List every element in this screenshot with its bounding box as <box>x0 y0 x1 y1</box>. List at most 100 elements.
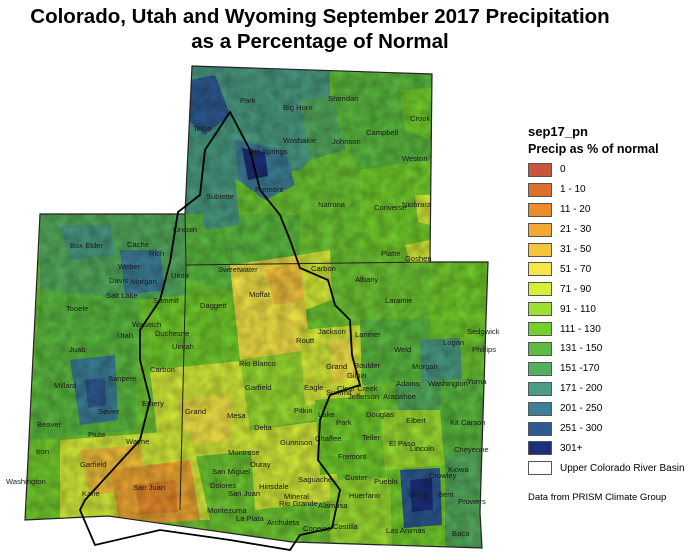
county-label: San Juan <box>133 483 165 492</box>
county-label: Crowley <box>429 471 457 480</box>
county-label: Delta <box>254 423 273 432</box>
legend-label: 111 - 130 <box>560 323 601 335</box>
county-label: Bent <box>438 490 455 499</box>
legend-label: 151 -170 <box>560 363 600 375</box>
county-label: Saguache <box>298 475 332 484</box>
county-label: Piute <box>88 430 105 439</box>
county-label: Beaver <box>37 420 62 429</box>
county-label: Grand <box>326 362 347 371</box>
legend-label: 1 - 10 <box>560 184 586 196</box>
county-label: Converse <box>374 203 407 212</box>
county-label: Rio Grande <box>279 499 318 508</box>
county-label: Archuleta <box>267 518 300 527</box>
county-label: Sanpete <box>108 374 136 383</box>
county-label: Weber <box>118 262 141 271</box>
county-label: Huerfano <box>349 491 380 500</box>
county-label: Lincoln <box>173 225 197 234</box>
county-label: Gunnison <box>280 438 313 447</box>
county-label: Yuma <box>467 377 487 386</box>
county-label: Garfield <box>245 383 272 392</box>
legend-swatch <box>528 162 552 177</box>
legend-item: 51 - 70 <box>528 259 700 279</box>
county-label: Pitkin <box>294 406 313 415</box>
county-label: Park <box>336 418 352 427</box>
county-label: Arapahoe <box>383 392 416 401</box>
map-legend: sep17_pn Precip as % of normal 0 1 - 10 11… <box>528 124 700 478</box>
legend-item: 111 - 130 <box>528 319 700 339</box>
legend-item: 301+ <box>528 438 700 458</box>
county-label: Las Animas <box>386 526 425 535</box>
legend-swatch <box>528 322 552 337</box>
legend-swatch <box>528 282 552 297</box>
county-label: Campbell <box>366 128 398 137</box>
county-label: Emery <box>142 399 164 408</box>
county-label: El Paso <box>389 439 415 448</box>
county-label: Otero <box>409 490 428 499</box>
legend-swatch <box>528 461 552 476</box>
county-label: Baca <box>452 529 470 538</box>
county-label: Tooele <box>66 304 88 313</box>
legend-swatch <box>528 381 552 396</box>
county-label: Sublette <box>206 192 234 201</box>
county-label: Cheyenne <box>454 445 489 454</box>
county-label: Teller <box>362 433 381 442</box>
county-label: Boulder <box>354 361 381 370</box>
legend-label: 171 - 200 <box>560 383 603 395</box>
county-label: Montrose <box>228 448 260 457</box>
legend-label: Upper Colorado River Basin <box>560 462 685 474</box>
county-label: Big Horn <box>283 103 313 112</box>
data-credit: Data from PRISM Climate Group <box>528 492 667 503</box>
legend-label: 201 - 250 <box>560 403 603 415</box>
county-label: Albany <box>355 275 378 284</box>
legend-item: 251 - 300 <box>528 419 700 439</box>
county-label: Salt Lake <box>106 291 138 300</box>
legend-swatch <box>528 341 552 356</box>
county-label: Eagle <box>304 383 323 392</box>
county-label: Washington <box>428 379 468 388</box>
county-label: Weld <box>394 345 411 354</box>
legend-item: 1 - 10 <box>528 180 700 200</box>
county-label: Rich <box>149 249 164 258</box>
legend-item: 171 - 200 <box>528 379 700 399</box>
county-label: Mineral <box>284 492 309 501</box>
legend-swatch <box>528 242 552 257</box>
county-label: Pueblo <box>374 477 398 486</box>
legend-title: Precip as % of normal <box>528 142 659 156</box>
county-label: Millard <box>54 381 76 390</box>
legend-swatch <box>528 202 552 217</box>
county-label: Weston <box>402 154 428 163</box>
county-label: Routt <box>296 336 315 345</box>
county-label: Kane <box>82 489 100 498</box>
county-label: Natrona <box>318 200 346 209</box>
legend-label: 51 - 70 <box>560 263 592 275</box>
county-label: Mesa <box>227 411 246 420</box>
county-label: Grand <box>185 407 206 416</box>
legend-swatch <box>528 302 552 317</box>
county-label: Park <box>240 96 256 105</box>
county-label: Uintah <box>172 342 194 351</box>
legend-item: 21 - 30 <box>528 220 700 240</box>
county-label: La Plata <box>236 514 265 523</box>
upper-colorado-river-basin-outline <box>79 110 362 551</box>
legend-label: 301+ <box>560 442 583 454</box>
county-label: San Miguel <box>212 467 250 476</box>
county-label: Platte <box>381 249 400 258</box>
county-label: Chaffee <box>315 434 341 443</box>
county-label: Uinta <box>171 271 190 280</box>
legend-items: 0 1 - 10 11 - 20 21 - 30 31 - 50 51 - 70 71 - … <box>528 160 700 478</box>
legend-swatch <box>528 361 552 376</box>
legend-swatch <box>528 421 552 436</box>
county-label: Alamosa <box>318 501 348 510</box>
county-label: Hot Springs <box>248 147 288 156</box>
legend-swatch <box>528 262 552 277</box>
county-label: Duchesne <box>155 329 189 338</box>
county-label: Utah <box>117 331 133 340</box>
county-label: Washakie <box>283 136 316 145</box>
county-label: Sevier <box>98 407 120 416</box>
legend-item: 131 - 150 <box>528 339 700 359</box>
legend-item: 11 - 20 <box>528 200 700 220</box>
county-label: Summit <box>153 296 180 305</box>
map-title-line-1: Colorado, Utah and Wyoming September 201… <box>30 5 610 28</box>
legend-label: 21 - 30 <box>560 224 592 236</box>
